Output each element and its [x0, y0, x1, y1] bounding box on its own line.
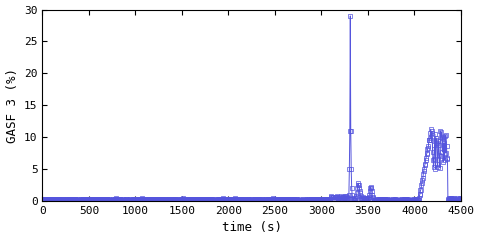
- Y-axis label: GASF 3 (%): GASF 3 (%): [6, 68, 19, 143]
- X-axis label: time (s): time (s): [222, 222, 282, 234]
